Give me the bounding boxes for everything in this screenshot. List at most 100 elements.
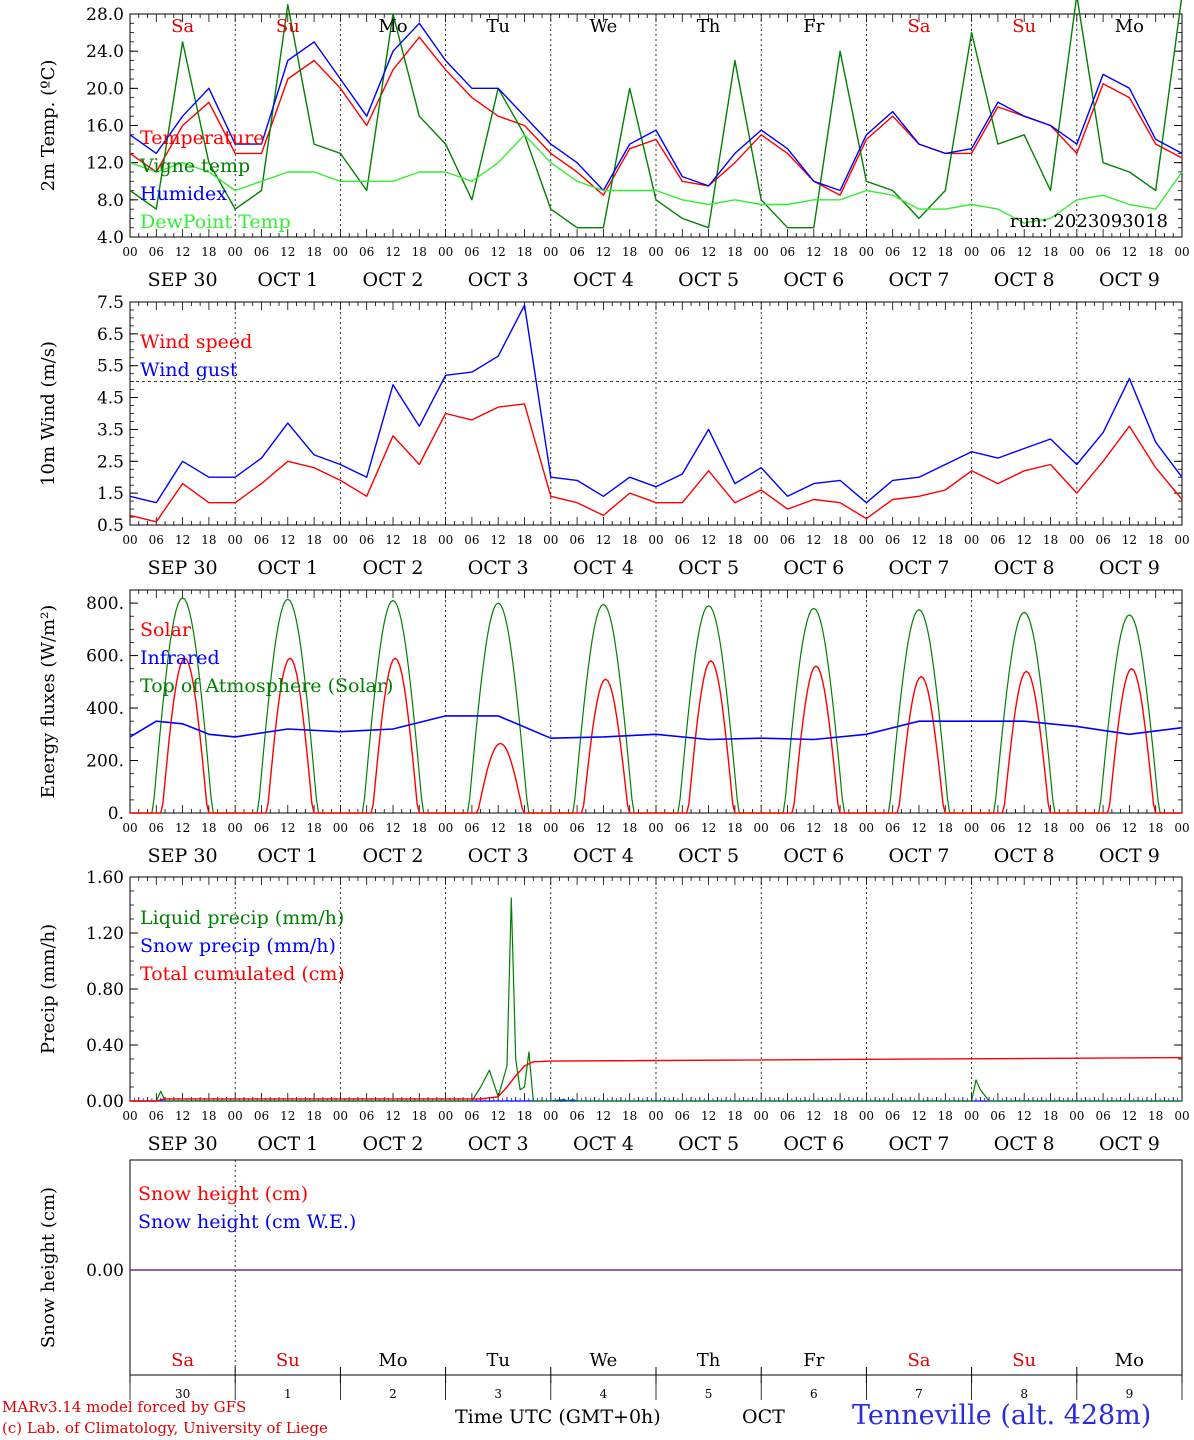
hour-tick-label: 12 bbox=[701, 245, 716, 259]
series-infrared bbox=[129, 715, 1183, 741]
hour-tick-label: 12 bbox=[1017, 533, 1032, 547]
hour-tick-label: 00 bbox=[438, 533, 453, 547]
top-day-label: Th bbox=[697, 16, 721, 37]
hour-tick-label: 06 bbox=[885, 1109, 900, 1123]
hour-tick-label: 06 bbox=[990, 1109, 1005, 1123]
date-label: OCT 7 bbox=[889, 845, 950, 867]
y-tick-label: 0.5 bbox=[97, 516, 124, 536]
hour-tick-label: 00 bbox=[543, 1109, 558, 1123]
day-of-month-label: 7 bbox=[915, 1387, 923, 1401]
y-axis-label-3: Energy fluxes (W/m²) bbox=[38, 605, 59, 799]
date-label: OCT 1 bbox=[257, 1133, 318, 1155]
hour-tick-label: 18 bbox=[306, 821, 321, 835]
date-label: OCT 4 bbox=[573, 845, 634, 867]
hour-tick-label: 06 bbox=[149, 821, 164, 835]
y-tick-label: 1.20 bbox=[86, 924, 124, 944]
date-label: OCT 7 bbox=[889, 1133, 950, 1155]
y-tick-label: 600. bbox=[86, 647, 124, 667]
y-tick-label: 28.0 bbox=[86, 5, 124, 25]
hour-tick-label: 18 bbox=[1043, 821, 1058, 835]
hour-tick-label: 06 bbox=[1095, 821, 1110, 835]
y-tick-label: 4.5 bbox=[97, 389, 124, 409]
hour-tick-label: 12 bbox=[491, 533, 506, 547]
y-tick-label: 200. bbox=[86, 752, 124, 772]
hour-tick-label: 18 bbox=[1148, 533, 1163, 547]
hour-tick-label: 12 bbox=[1122, 1109, 1137, 1123]
hour-tick-label: 06 bbox=[675, 533, 690, 547]
hour-tick-label: 00 bbox=[648, 533, 663, 547]
legend-snow-height-cm-w-e: Snow height (cm W.E.) bbox=[138, 1211, 356, 1233]
date-label: SEP 30 bbox=[148, 1133, 218, 1155]
legend-temperature: Temperature bbox=[140, 127, 264, 149]
date-label: OCT 5 bbox=[678, 557, 739, 579]
hour-tick-label: 18 bbox=[1043, 1109, 1058, 1123]
hour-tick-label: 12 bbox=[806, 821, 821, 835]
date-label: OCT 2 bbox=[363, 845, 424, 867]
hour-tick-label: 12 bbox=[596, 1109, 611, 1123]
date-label: OCT 1 bbox=[257, 845, 318, 867]
hour-tick-label: 18 bbox=[622, 1109, 637, 1123]
day-of-month-label: 4 bbox=[600, 1387, 608, 1401]
y-tick-label: 20.0 bbox=[86, 79, 124, 99]
hour-tick-label: 06 bbox=[675, 1109, 690, 1123]
hour-tick-label: 06 bbox=[359, 533, 374, 547]
hour-tick-label: 00 bbox=[1069, 821, 1084, 835]
hour-tick-label: 06 bbox=[464, 1109, 479, 1123]
y-tick-label: 1.60 bbox=[86, 868, 124, 888]
hour-tick-label: 06 bbox=[254, 1109, 269, 1123]
date-label: SEP 30 bbox=[148, 269, 218, 291]
hour-tick-label: 00 bbox=[333, 533, 348, 547]
hour-tick-label: 18 bbox=[412, 821, 427, 835]
hour-tick-label: 18 bbox=[622, 533, 637, 547]
hour-tick-label: 12 bbox=[911, 245, 926, 259]
y-axis-label-2: 10m Wind (m/s) bbox=[38, 341, 59, 486]
hour-tick-label: 18 bbox=[622, 245, 637, 259]
model-credit: MARv3.14 model forced by GFS bbox=[2, 1398, 247, 1416]
hour-tick-label: 12 bbox=[280, 821, 295, 835]
date-label: OCT 6 bbox=[783, 845, 844, 867]
date-label: OCT 5 bbox=[678, 1133, 739, 1155]
hour-tick-label: 18 bbox=[1043, 245, 1058, 259]
bottom-day-label: Su bbox=[1012, 1350, 1036, 1371]
y-axis-label-4: Precip (mm/h) bbox=[38, 924, 59, 1054]
legend-dewpoint-temp: DewPoint Temp bbox=[140, 211, 291, 233]
hour-tick-label: 12 bbox=[175, 245, 190, 259]
hour-tick-label: 06 bbox=[675, 245, 690, 259]
y-axis-label-5: Snow height (cm) bbox=[38, 1187, 59, 1348]
hour-tick-label: 00 bbox=[1069, 533, 1084, 547]
hour-tick-label: 00 bbox=[859, 821, 874, 835]
hour-tick-label: 06 bbox=[990, 245, 1005, 259]
y-tick-label: 3.5 bbox=[97, 420, 124, 440]
date-label: OCT 8 bbox=[994, 269, 1055, 291]
bottom-day-label: Fr bbox=[803, 1350, 824, 1371]
hour-tick-label: 00 bbox=[754, 245, 769, 259]
hour-tick-label: 12 bbox=[280, 1109, 295, 1123]
hour-tick-label: 12 bbox=[491, 245, 506, 259]
bottom-day-label: Mo bbox=[1115, 1350, 1144, 1371]
top-day-label: Mo bbox=[1115, 16, 1144, 37]
station-name: Tenneville (alt. 428m) bbox=[852, 1400, 1152, 1431]
legend-liquid-precip-mm-h: Liquid precip (mm/h) bbox=[140, 907, 344, 929]
hour-tick-label: 18 bbox=[517, 533, 532, 547]
hour-tick-label: 12 bbox=[1017, 245, 1032, 259]
date-label: OCT 9 bbox=[1099, 269, 1160, 291]
hour-tick-label: 06 bbox=[149, 1109, 164, 1123]
date-label: OCT 7 bbox=[889, 269, 950, 291]
hour-tick-label: 18 bbox=[306, 1109, 321, 1123]
hour-tick-label: 12 bbox=[385, 821, 400, 835]
bottom-day-label: Su bbox=[276, 1350, 300, 1371]
hour-tick-label: 00 bbox=[648, 245, 663, 259]
y-tick-label: 16.0 bbox=[86, 117, 124, 137]
hour-tick-label: 06 bbox=[254, 245, 269, 259]
hour-tick-label: 18 bbox=[412, 245, 427, 259]
top-day-label: Tu bbox=[486, 16, 510, 37]
hour-tick-label: 00 bbox=[859, 245, 874, 259]
hour-tick-label: 12 bbox=[911, 1109, 926, 1123]
hour-tick-label: 00 bbox=[1069, 245, 1084, 259]
hour-tick-label: 12 bbox=[596, 533, 611, 547]
hour-tick-label: 12 bbox=[701, 821, 716, 835]
hour-tick-label: 12 bbox=[385, 245, 400, 259]
hour-tick-label: 06 bbox=[990, 821, 1005, 835]
hour-tick-label: 12 bbox=[1122, 821, 1137, 835]
hour-tick-label: 18 bbox=[832, 533, 847, 547]
